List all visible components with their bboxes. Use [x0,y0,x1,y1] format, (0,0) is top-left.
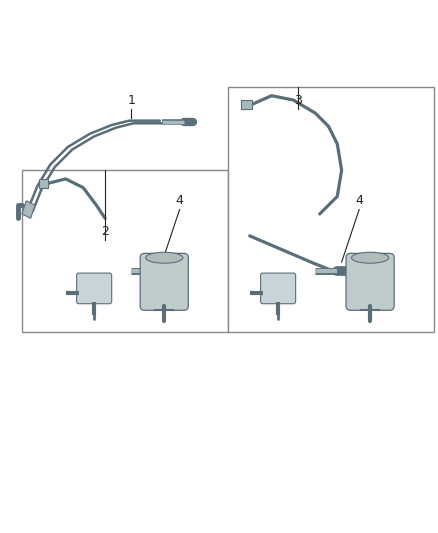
FancyBboxPatch shape [261,273,296,304]
FancyBboxPatch shape [140,253,188,310]
Text: 4: 4 [355,195,363,207]
FancyBboxPatch shape [77,273,112,304]
Text: 4: 4 [176,195,184,207]
Text: 1: 1 [127,94,135,107]
Bar [228,87,434,332]
Polygon shape [22,201,35,219]
Ellipse shape [145,252,183,263]
FancyBboxPatch shape [346,253,394,310]
Text: 3: 3 [294,94,302,107]
Text: 2: 2 [101,225,109,238]
Bar [22,170,228,332]
Ellipse shape [351,252,389,263]
Polygon shape [241,100,252,109]
Polygon shape [39,179,48,188]
